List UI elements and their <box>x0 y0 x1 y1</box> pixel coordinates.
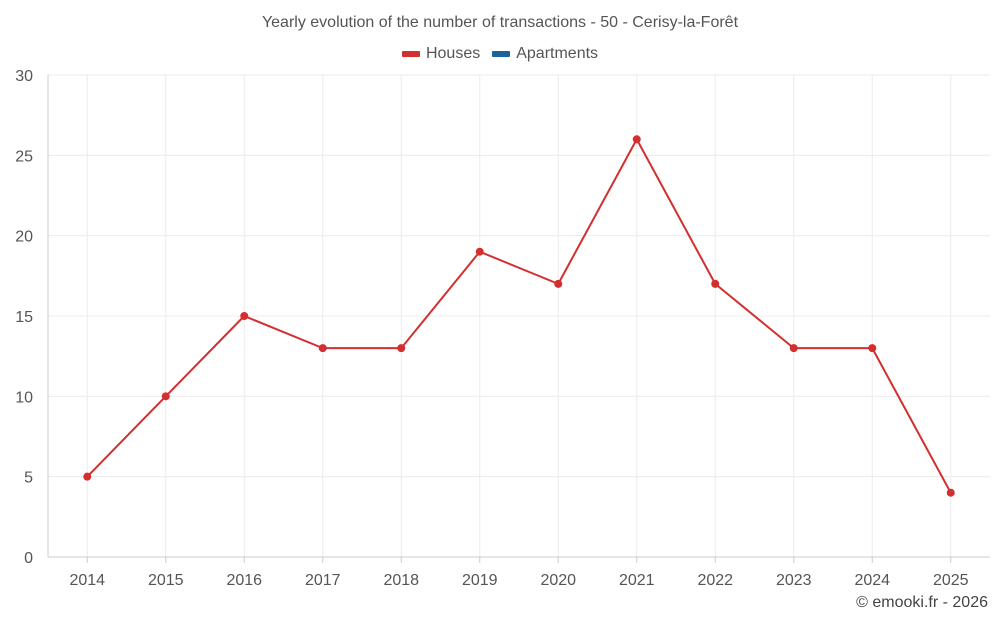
x-tick-label: 2019 <box>462 572 498 589</box>
houses-data-point[interactable] <box>318 344 327 353</box>
y-tick-label: 10 <box>15 389 33 406</box>
legend: Houses Apartments <box>0 45 1000 63</box>
legend-swatch-houses <box>401 51 420 57</box>
legend-label-houses: Houses <box>425 45 481 62</box>
legend-label-apartments: Apartments <box>516 45 599 62</box>
series-layer <box>83 135 955 497</box>
houses-data-point[interactable] <box>554 279 563 288</box>
houses-data-point[interactable] <box>946 488 955 497</box>
y-tick-label: 0 <box>24 550 33 567</box>
x-tick-label: 2023 <box>776 572 812 589</box>
legend-swatch-apartments <box>492 51 511 57</box>
y-tick-label: 30 <box>15 68 33 85</box>
x-axis-ticks: 2014 2015 2016 2017 2018 2019 2020 2021 2022 2023… <box>69 572 968 589</box>
houses-data-point[interactable] <box>161 392 170 401</box>
houses-series-line <box>86 138 952 494</box>
x-tick-label: 2015 <box>148 572 184 589</box>
legend-item-apartments[interactable]: Apartments <box>492 45 598 63</box>
houses-data-point[interactable] <box>475 247 484 256</box>
x-tick-label: 2025 <box>933 572 969 589</box>
x-tick-label: 2022 <box>697 572 733 589</box>
grid <box>48 74 990 557</box>
houses-data-point[interactable] <box>789 344 798 353</box>
y-tick-label: 20 <box>15 229 33 246</box>
x-tick-label: 2024 <box>854 572 890 589</box>
copyright-footer: © emooki.fr - 2026 <box>856 594 988 611</box>
axes <box>47 75 990 563</box>
houses-data-point[interactable] <box>711 279 720 288</box>
y-axis-ticks: 0 5 10 15 20 25 30 <box>15 68 33 567</box>
x-tick-label: 2016 <box>226 572 262 589</box>
houses-data-point[interactable] <box>397 344 406 353</box>
legend-item-houses[interactable]: Houses <box>401 45 481 63</box>
houses-data-point[interactable] <box>868 344 877 353</box>
x-tick-label: 2021 <box>619 572 655 589</box>
x-tick-label: 2020 <box>540 572 576 589</box>
y-tick-label: 15 <box>15 309 33 326</box>
x-tick-label: 2014 <box>69 572 105 589</box>
houses-data-point[interactable] <box>240 312 249 320</box>
y-tick-label: 5 <box>24 470 33 487</box>
x-tick-label: 2017 <box>305 572 341 589</box>
chart-title: Yearly evolution of the number of transa… <box>261 14 739 31</box>
x-tick-label: 2018 <box>383 572 419 589</box>
houses-data-point[interactable] <box>83 472 92 481</box>
houses-data-point[interactable] <box>632 135 641 144</box>
y-tick-label: 25 <box>15 148 33 165</box>
